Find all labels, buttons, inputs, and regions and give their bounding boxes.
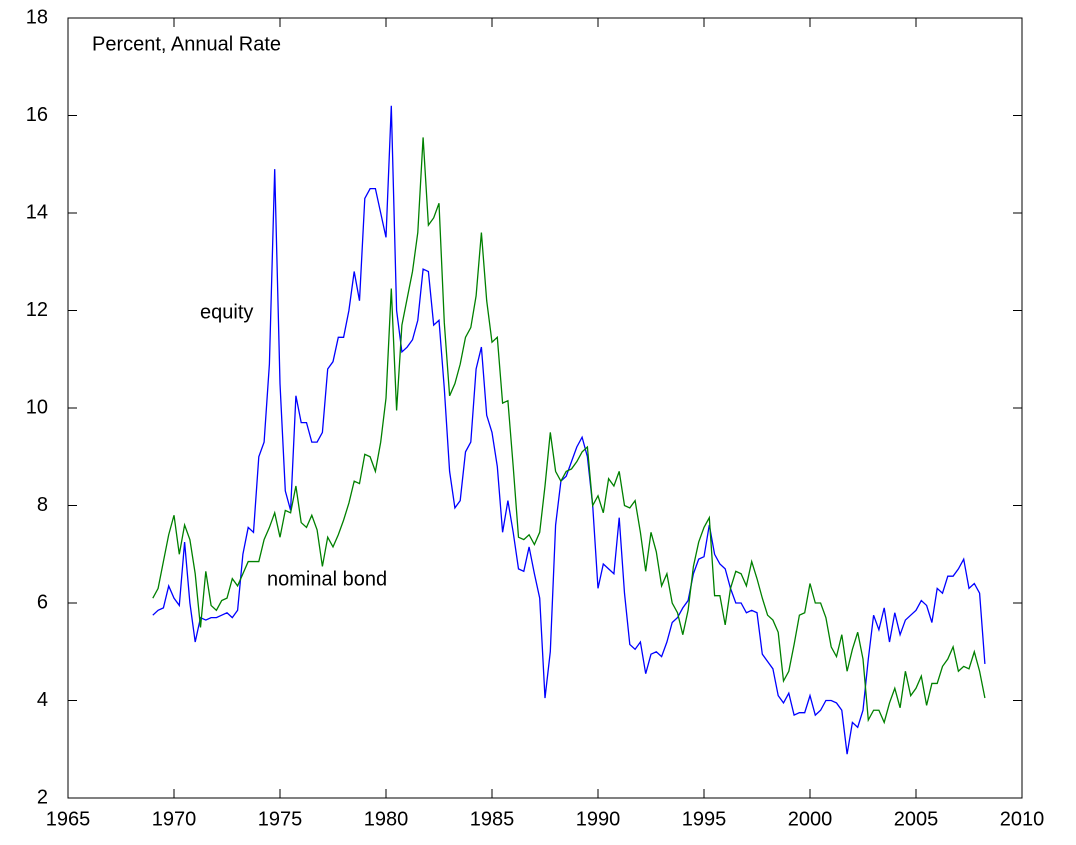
annotation: nominal bond: [267, 568, 387, 590]
x-tick-label: 1985: [470, 808, 515, 830]
x-tick-label: 2010: [1000, 808, 1045, 830]
x-tick-label: 1990: [576, 808, 621, 830]
x-tick-label: 1970: [152, 808, 197, 830]
y-tick-label: 16: [26, 104, 48, 126]
annotation: equity: [200, 301, 253, 323]
series-line: [152, 137, 986, 725]
x-tick-label: 2000: [788, 808, 833, 830]
x-tick-label: 2005: [894, 808, 939, 830]
y-tick-label: 14: [26, 201, 48, 223]
y-tick-label: 18: [26, 6, 48, 28]
plot-frame: [67, 17, 1023, 799]
y-tick-label: 2: [37, 786, 48, 808]
y-tick-label: 12: [26, 299, 48, 321]
y-tick-label: 4: [37, 689, 48, 711]
chart-title: Percent, Annual Rate: [92, 33, 281, 55]
series-line: [152, 105, 986, 755]
x-tick-label: 1975: [258, 808, 303, 830]
y-tick-label: 6: [37, 591, 48, 613]
x-tick-label: 1980: [364, 808, 409, 830]
x-tick-label: 1965: [46, 808, 91, 830]
y-tick-label: 8: [37, 494, 48, 516]
y-tick-label: 10: [26, 396, 48, 418]
x-tick-label: 1995: [682, 808, 727, 830]
